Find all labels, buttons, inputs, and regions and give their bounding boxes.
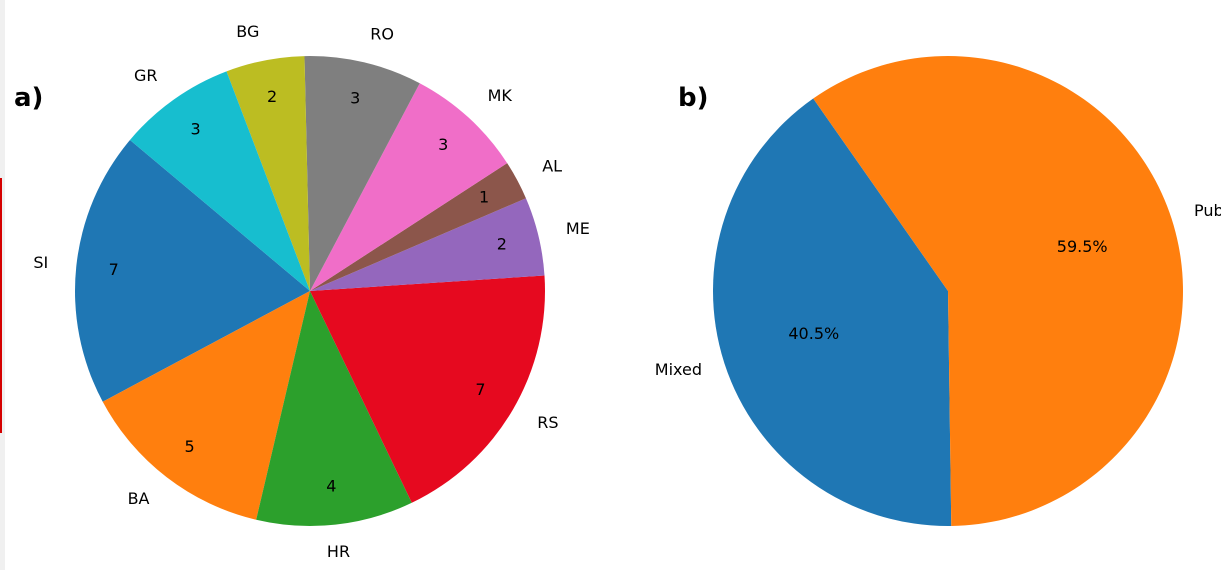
- pie-b-labels: Mixed 40.5% Public 59.5%: [655, 201, 1221, 379]
- pie-b-label-public: Public: [1194, 201, 1221, 220]
- pie-a-value-bg: 2: [267, 87, 277, 106]
- pie-a-label-si: SI: [33, 253, 48, 272]
- pie-a-label-mk: MK: [488, 86, 513, 105]
- panel-label-a: a): [14, 83, 43, 113]
- pie-b-slice-mixed: [712, 98, 952, 527]
- pie-a-slice-mk: [310, 83, 508, 291]
- pie-b-value-public: 59.5%: [1057, 237, 1108, 256]
- pie-b-slice-public: [813, 56, 1183, 526]
- pie-a-label-ba: BA: [128, 489, 150, 508]
- pie-a-slices: [75, 56, 546, 527]
- left-edge-strip: [0, 0, 5, 570]
- pie-a-slice-bg: [226, 56, 310, 291]
- pie-a-label-bg: BG: [236, 22, 259, 41]
- pie-a-slice-rs: [310, 275, 546, 503]
- pie-a-label-ro: RO: [370, 24, 394, 43]
- pie-a-label-me: ME: [566, 219, 590, 238]
- pie-chart-b: b) Mixed 40.5% Public 59.5%: [655, 56, 1221, 527]
- pie-a-slice-ro: [304, 56, 420, 291]
- pie-a-value-me: 2: [497, 234, 507, 253]
- left-edge-marker: [0, 178, 2, 433]
- pie-b-label-mixed: Mixed: [655, 360, 702, 379]
- pie-b-slices: [712, 56, 1183, 527]
- panel-label-b: b): [678, 83, 709, 113]
- pie-a-slice-si: [75, 139, 310, 402]
- pie-a-value-gr: 3: [191, 120, 201, 139]
- pie-a-value-ro: 3: [350, 88, 360, 107]
- pie-chart-a: a) SI 7 BA 5 HR 4 RS 7 ME 2 AL 1 MK 3 RO 3 BG 2 GR 3: [14, 22, 590, 561]
- pie-a-value-mk: 3: [438, 135, 448, 154]
- pie-a-slice-al: [310, 163, 526, 291]
- pie-a-labels: SI 7 BA 5 HR 4 RS 7 ME 2 AL 1 MK 3 RO 3 BG 2 GR 3: [33, 22, 589, 561]
- pie-a-value-si: 7: [109, 260, 119, 279]
- pie-a-label-rs: RS: [537, 413, 558, 432]
- pie-a-value-hr: 4: [326, 477, 336, 496]
- pie-a-value-ba: 5: [185, 437, 195, 456]
- pie-a-slice-gr: [129, 71, 310, 291]
- pie-a-slice-hr: [256, 291, 412, 527]
- pie-a-label-hr: HR: [327, 542, 350, 561]
- pie-a-label-al: AL: [542, 157, 562, 176]
- pie-a-value-rs: 7: [475, 380, 485, 399]
- pie-a-value-al: 1: [479, 188, 489, 207]
- pie-b-value-mixed: 40.5%: [788, 324, 839, 343]
- pie-a-label-gr: GR: [134, 66, 158, 85]
- pie-a-slice-ba: [102, 291, 310, 520]
- pie-a-slice-me: [310, 198, 545, 291]
